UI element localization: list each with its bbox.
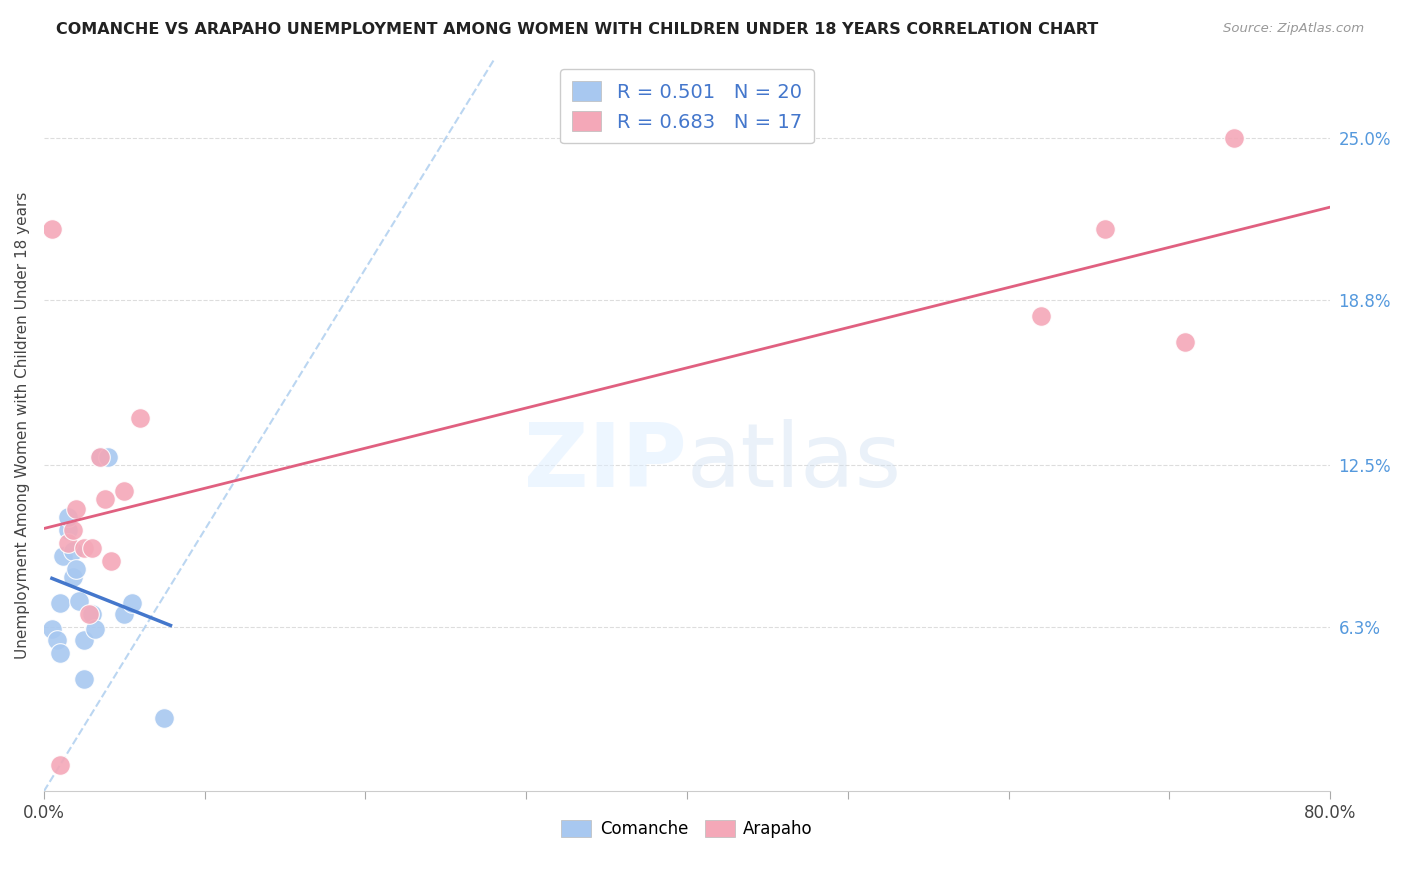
Point xyxy=(65,562,87,576)
Point xyxy=(49,596,72,610)
Point xyxy=(56,509,79,524)
Point xyxy=(1029,309,1052,323)
Point xyxy=(94,491,117,506)
Text: COMANCHE VS ARAPAHO UNEMPLOYMENT AMONG WOMEN WITH CHILDREN UNDER 18 YEARS CORREL: COMANCHE VS ARAPAHO UNEMPLOYMENT AMONG W… xyxy=(56,22,1098,37)
Point xyxy=(65,502,87,516)
Text: ZIP: ZIP xyxy=(524,418,688,506)
Point xyxy=(49,646,72,660)
Point xyxy=(82,541,104,556)
Point xyxy=(62,570,84,584)
Point xyxy=(112,607,135,621)
Point xyxy=(67,593,90,607)
Point xyxy=(129,410,152,425)
Point xyxy=(1094,222,1116,236)
Point xyxy=(73,541,96,556)
Point xyxy=(49,758,72,772)
Point xyxy=(1174,334,1197,349)
Point xyxy=(56,536,79,550)
Point xyxy=(41,622,63,636)
Point xyxy=(100,554,122,568)
Point xyxy=(84,622,107,636)
Point xyxy=(73,632,96,647)
Point xyxy=(62,544,84,558)
Y-axis label: Unemployment Among Women with Children Under 18 years: Unemployment Among Women with Children U… xyxy=(15,192,30,659)
Point xyxy=(52,549,75,563)
Point xyxy=(73,672,96,686)
Point xyxy=(77,607,100,621)
Point xyxy=(1222,131,1244,145)
Point xyxy=(82,607,104,621)
Point xyxy=(112,483,135,498)
Point xyxy=(45,632,67,647)
Text: Source: ZipAtlas.com: Source: ZipAtlas.com xyxy=(1223,22,1364,36)
Point xyxy=(56,523,79,537)
Point xyxy=(41,222,63,236)
Point xyxy=(89,450,111,464)
Text: atlas: atlas xyxy=(688,418,903,506)
Point xyxy=(62,523,84,537)
Point xyxy=(89,450,111,464)
Point xyxy=(153,711,176,725)
Point xyxy=(121,596,143,610)
Point xyxy=(97,450,120,464)
Legend: Comanche, Arapaho: Comanche, Arapaho xyxy=(554,814,820,845)
